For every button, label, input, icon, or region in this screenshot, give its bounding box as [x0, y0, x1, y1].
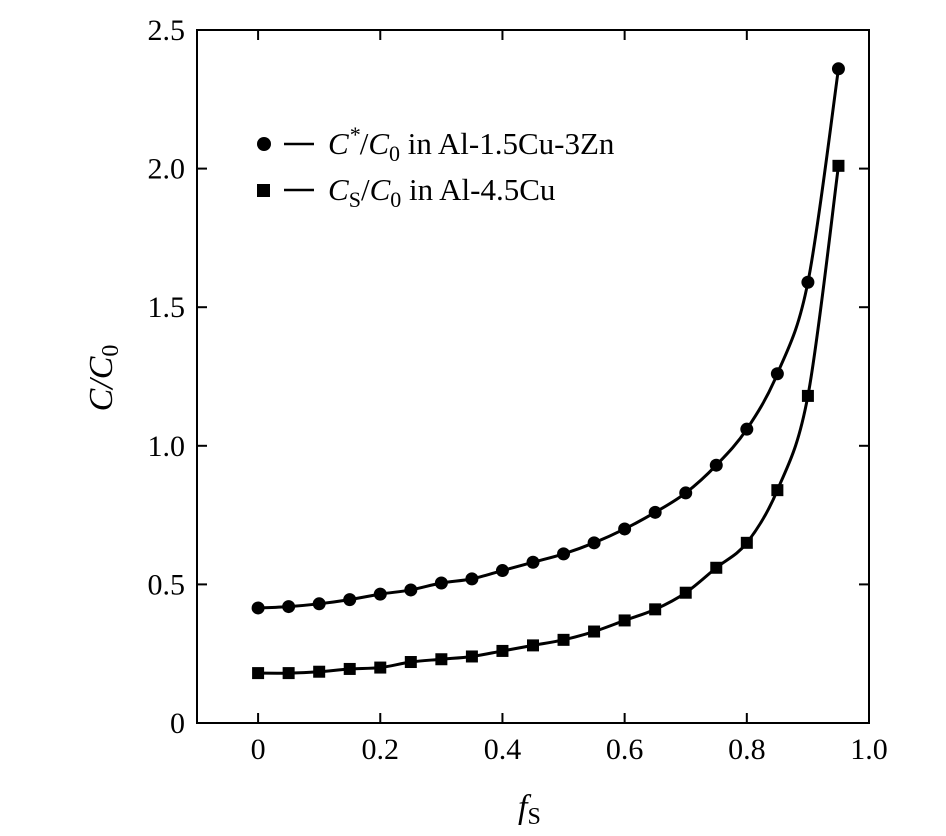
data-point-circle	[526, 555, 540, 569]
data-point-square	[313, 665, 326, 678]
data-point-circle	[709, 458, 723, 472]
tick-labels: 0 0.2 0.4 0.6 0.8 1.0 0 0.5 1.0 1.5 2.0 2.5	[148, 14, 888, 766]
data-point-circle	[465, 572, 479, 586]
data-point-square	[740, 536, 753, 549]
data-point-square	[435, 653, 448, 666]
data-point-circle	[251, 601, 265, 615]
legend: C*/C0 in Al-1.5Cu-3Zn CS/C0 in Al-4.5Cu	[257, 122, 615, 212]
y-tick-label: 1.0	[148, 430, 186, 463]
data-point-circle	[740, 422, 754, 436]
data-point-square	[252, 667, 265, 680]
data-point-square	[771, 484, 784, 497]
data-point-square	[588, 625, 601, 638]
legend-marker-circle	[257, 137, 271, 151]
axis-ticks	[197, 29, 870, 724]
data-point-circle	[343, 593, 357, 607]
y-axis-label: C/C0	[83, 345, 124, 412]
data-point-square	[557, 633, 570, 646]
data-point-square	[832, 159, 845, 172]
data-point-circle	[495, 564, 509, 578]
x-tick-label: 0.4	[484, 733, 522, 766]
data-point-circle	[312, 597, 326, 611]
data-point-circle	[434, 576, 448, 590]
data-point-square	[679, 586, 692, 599]
data-point-square	[404, 656, 417, 669]
data-point-square	[343, 662, 356, 675]
legend-entry-1: C*/C0 in Al-1.5Cu-3Zn	[257, 122, 615, 166]
data-point-circle	[373, 587, 387, 601]
y-tick-label: 2.0	[148, 153, 186, 186]
y-tick-label: 0.5	[148, 568, 186, 601]
data-point-circle	[587, 536, 601, 550]
x-tick-label: 0.8	[728, 733, 766, 766]
data-point-square	[527, 639, 539, 652]
y-tick-label: 1.5	[148, 291, 186, 324]
x-tick-label: 1.0	[850, 733, 888, 766]
plot-frame	[196, 29, 870, 724]
data-point-circle	[770, 367, 784, 381]
x-tick-label: 0.2	[362, 733, 400, 766]
data-point-circle	[618, 522, 632, 536]
legend-label-2: CS/C0 in Al-4.5Cu	[328, 172, 555, 212]
data-point-circle	[557, 547, 571, 561]
data-point-square	[649, 603, 662, 616]
series-markers	[251, 62, 845, 680]
data-point-circle	[801, 275, 815, 289]
legend-entry-2: CS/C0 in Al-4.5Cu	[257, 172, 555, 212]
legend-label-1: C*/C0 in Al-1.5Cu-3Zn	[328, 122, 615, 166]
legend-marker-square	[257, 184, 270, 197]
y-tick-label: 2.5	[148, 14, 186, 47]
data-point-circle	[282, 600, 296, 614]
data-point-square	[710, 561, 723, 574]
y-tick-label: 0	[170, 707, 185, 740]
data-point-circle	[679, 486, 693, 500]
data-point-circle	[831, 62, 845, 76]
data-point-circle	[648, 505, 662, 519]
x-axis-label: fS	[518, 789, 541, 830]
data-point-square	[374, 661, 387, 674]
data-point-square	[465, 650, 478, 663]
data-point-square	[282, 667, 295, 680]
data-point-square	[618, 614, 631, 627]
data-point-circle	[404, 583, 418, 597]
x-tick-label: 0	[251, 733, 266, 766]
data-point-square	[496, 644, 509, 657]
data-point-square	[801, 389, 814, 402]
x-tick-label: 0.6	[606, 733, 644, 766]
